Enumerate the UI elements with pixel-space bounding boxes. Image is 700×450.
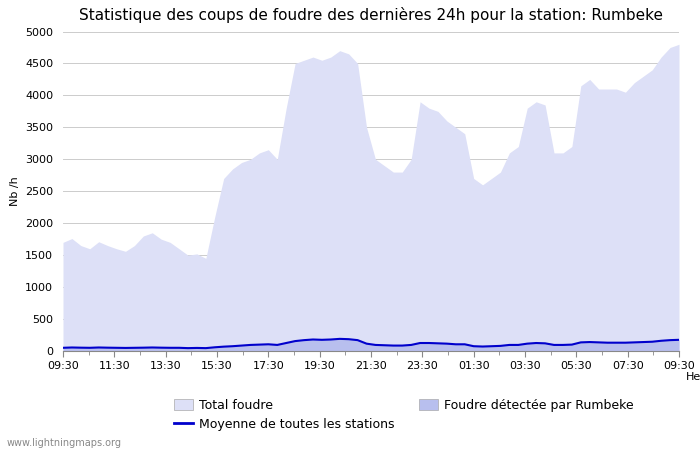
Y-axis label: Nb /h: Nb /h <box>10 176 20 206</box>
Title: Statistique des coups de foudre des dernières 24h pour la station: Rumbeke: Statistique des coups de foudre des dern… <box>79 7 663 23</box>
Legend: Total foudre, Moyenne de toutes les stations, Foudre détectée par Rumbeke: Total foudre, Moyenne de toutes les stat… <box>174 399 634 431</box>
Text: Heure: Heure <box>686 372 700 382</box>
Text: www.lightningmaps.org: www.lightningmaps.org <box>7 438 122 448</box>
